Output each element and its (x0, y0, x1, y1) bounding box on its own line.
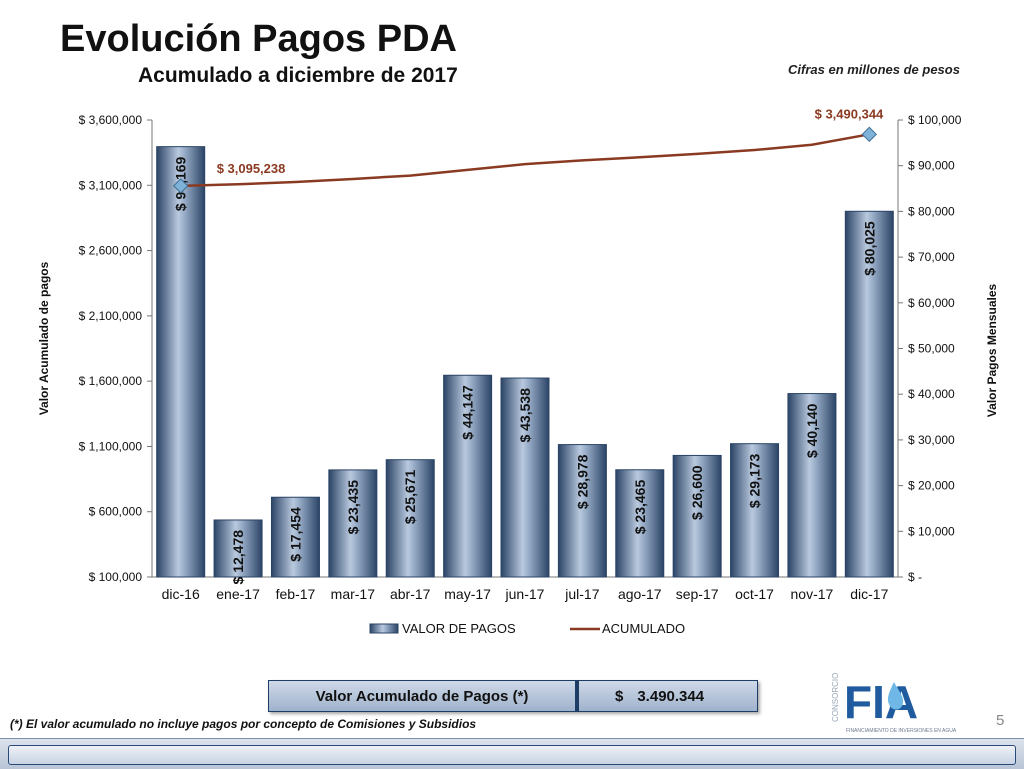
line-acumulado (180, 133, 870, 188)
left-axis-tick-label: $ 600,000 (89, 505, 143, 519)
left-axis-tick-label: $ 100,000 (89, 570, 143, 584)
right-axis-tick-label: $ 40,000 (908, 387, 955, 401)
x-axis-tick-label: dic-16 (162, 586, 200, 602)
bar-data-label: $ 40,140 (804, 403, 820, 458)
fia-logo: CONSORCIO FIA FINANCIAMIENTO DE INVERSIO… (824, 660, 974, 740)
x-axis-tick-label: abr-17 (390, 586, 431, 602)
line-point-marker (172, 178, 189, 194)
summary-amount: 3.490.344 (637, 687, 705, 705)
summary-currency: $ (615, 687, 624, 705)
right-axis-tick-label: $ 30,000 (908, 433, 955, 447)
x-axis-tick-label: nov-17 (791, 586, 834, 602)
x-axis-tick-label: jul-17 (564, 586, 599, 602)
water-drop-icon (887, 682, 904, 710)
x-axis-tick-label: sep-17 (676, 586, 719, 602)
bar-data-label: $ 23,435 (345, 480, 361, 535)
x-axis-tick-label: jun-17 (505, 586, 545, 602)
bar-valor-de-pagos (787, 393, 837, 578)
line-point-marker (861, 126, 878, 143)
x-axis-tick-label: ago-17 (618, 586, 662, 602)
right-axis-tick-label: $ 10,000 (908, 524, 955, 538)
footnote: (*) El valor acumulado no incluye pagos … (10, 717, 477, 731)
bar-valor-de-pagos (730, 443, 780, 578)
x-axis-tick-label: mar-17 (331, 586, 376, 602)
right-axis-tick-label: $ 60,000 (908, 296, 955, 310)
bar-valor-de-pagos (672, 454, 722, 578)
bar-valor-de-pagos (328, 469, 378, 578)
bar-data-label: $ 12,478 (230, 530, 246, 585)
summary-value: $ 3.490.344 (579, 681, 757, 711)
left-axis-tick-label: $ 2,600,000 (79, 244, 143, 258)
bar-valor-de-pagos (557, 444, 607, 578)
footer-bar-inner (8, 745, 1016, 765)
x-axis-tick-label: oct-17 (735, 586, 774, 602)
right-axis-title: Valor Pagos Mensuales (985, 283, 999, 417)
logo-letters: FIA (844, 676, 918, 728)
line-annotation-first: $ 3,095,238 (217, 161, 286, 176)
x-axis-tick-label: dic-17 (850, 586, 888, 602)
bar-data-label: $ 17,454 (287, 507, 303, 562)
bar-data-label: $ 25,671 (402, 469, 418, 524)
bar-data-label: $ 26,600 (689, 465, 705, 520)
bar-data-label: $ 43,538 (517, 388, 533, 443)
right-axis-tick-label: $ 100,000 (908, 113, 962, 127)
page-number: 5 (996, 712, 1005, 729)
page-subtitle: Acumulado a diciembre de 2017 (138, 64, 458, 87)
left-axis-tick-label: $ 3,600,000 (79, 113, 143, 127)
fia-logo-mark: CONSORCIO FIA FINANCIAMIENTO DE INVERSIO… (831, 673, 957, 734)
bar-valor-de-pagos (500, 377, 550, 578)
legend-bar-swatch (369, 623, 399, 634)
bar-valor-de-pagos (270, 496, 320, 578)
logo-tagline: FINANCIAMIENTO DE INVERSIONES EN AGUA (846, 728, 957, 734)
right-axis-tick-label: $ - (908, 570, 922, 584)
x-axis-tick-label: feb-17 (276, 586, 316, 602)
summary-label: Valor Acumulado de Pagos (*) (269, 681, 579, 711)
left-axis-tick-label: $ 1,600,000 (79, 374, 143, 388)
chart-pagos-pda: $ 100,000 $ 600,000 $ 1,100,000 $ 1,600,000… (37, 106, 999, 636)
legend-line-label: ACUMULADO (602, 621, 685, 636)
x-axis-tick-label: ene-17 (216, 586, 260, 602)
left-axis-tick-label: $ 2,100,000 (79, 309, 143, 323)
right-axis-tick-label: $ 70,000 (908, 250, 955, 264)
bar-data-label: $ 28,978 (574, 454, 590, 509)
right-axis-tick-label: $ 50,000 (908, 342, 955, 356)
units-note: Cifras en millones de pesos (788, 62, 960, 77)
bar-data-label: $ 80,025 (861, 221, 877, 276)
right-axis-tick-label: $ 90,000 (908, 159, 955, 173)
page-title: Evolución Pagos PDA (60, 18, 457, 60)
left-axis-tick-label: $ 3,100,000 (79, 178, 143, 192)
logo-vertical-text: CONSORCIO (831, 673, 840, 722)
legend-bar-label: VALOR DE PAGOS (402, 621, 516, 636)
left-axis-tick-label: $ 1,100,000 (79, 439, 143, 453)
bar-data-label: $ 23,465 (632, 480, 648, 535)
bar-data-label: $ 29,173 (747, 453, 763, 508)
x-axis-tick-label: may-17 (444, 586, 491, 602)
bar-valor-de-pagos (443, 374, 493, 578)
bar-valor-de-pagos (213, 519, 263, 578)
bar-valor-de-pagos (156, 146, 206, 578)
left-axis-title: Valor Acumulado de pagos (37, 261, 51, 415)
bar-valor-de-pagos (385, 459, 435, 578)
summary-box: Valor Acumulado de Pagos (*) $ 3.490.344 (268, 680, 758, 712)
footer-bar (0, 738, 1024, 769)
right-axis-tick-label: $ 20,000 (908, 479, 955, 493)
bar-valor-de-pagos (844, 210, 894, 578)
bar-valor-de-pagos (615, 469, 665, 578)
line-annotation-last: $ 3,490,344 (815, 106, 884, 121)
right-axis-tick-label: $ 80,000 (908, 204, 955, 218)
bar-data-label: $ 44,147 (460, 385, 476, 440)
